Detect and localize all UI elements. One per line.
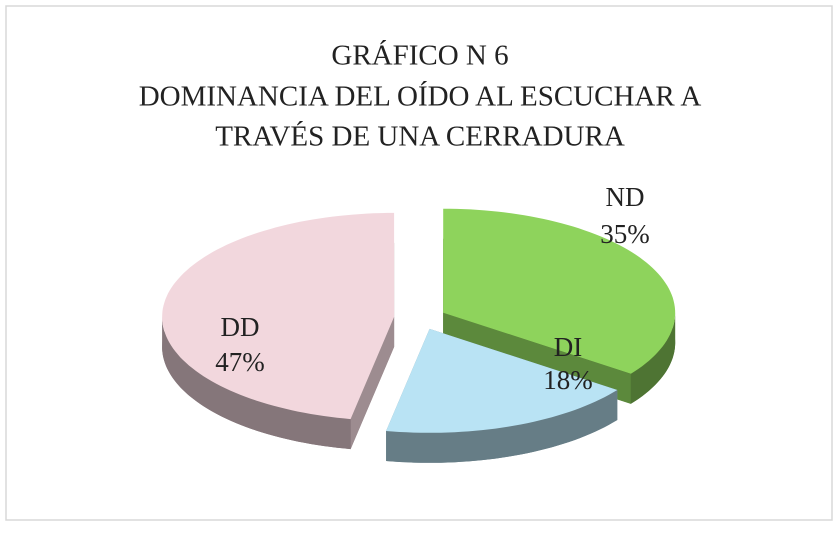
- slice-cut-face: [350, 316, 395, 450]
- slice-value-label: 47%: [215, 347, 265, 377]
- chart-title: TRAVÉS DE UNA CERRADURA: [215, 120, 625, 153]
- chart-title: GRÁFICO N 6: [331, 39, 508, 72]
- slice-wall: [162, 316, 351, 450]
- chart-title: DOMINANCIA DEL OÍDO AL ESCUCHAR A: [139, 80, 702, 113]
- slice-value-label: 18%: [543, 365, 593, 395]
- slice-wall: [630, 312, 676, 404]
- slice-label: ND: [606, 182, 645, 212]
- slice-top: [443, 208, 676, 374]
- slice-value-label: 35%: [600, 219, 650, 249]
- slice-label: DD: [221, 312, 260, 342]
- slice-label: DI: [554, 332, 583, 362]
- slice: [386, 328, 618, 463]
- slice: [162, 212, 395, 450]
- slice-top: [386, 328, 618, 433]
- slice-top: [162, 212, 395, 420]
- slice-wall: [386, 390, 618, 463]
